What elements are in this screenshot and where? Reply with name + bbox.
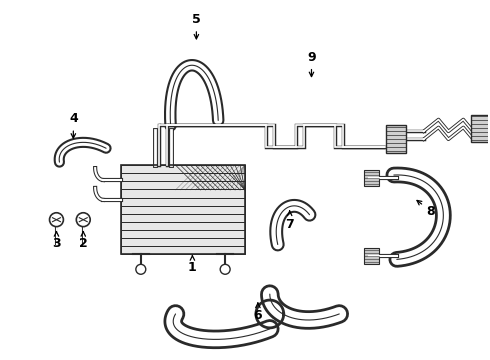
- Text: 5: 5: [192, 13, 201, 39]
- Bar: [386, 125, 406, 153]
- Bar: [121, 181, 245, 189]
- Bar: [121, 222, 245, 230]
- Bar: [121, 214, 245, 222]
- Circle shape: [220, 264, 230, 274]
- Text: 2: 2: [79, 231, 88, 251]
- Circle shape: [136, 264, 146, 274]
- Bar: [121, 165, 245, 255]
- Circle shape: [76, 213, 90, 227]
- Bar: [121, 238, 245, 246]
- Bar: [121, 165, 245, 173]
- Text: 6: 6: [254, 303, 262, 322]
- Bar: [471, 114, 490, 142]
- Text: 7: 7: [285, 211, 294, 231]
- Bar: [121, 230, 245, 238]
- Bar: [364, 170, 379, 186]
- Text: 1: 1: [188, 256, 197, 274]
- Bar: [364, 248, 379, 264]
- Bar: [121, 206, 245, 214]
- Text: 3: 3: [52, 231, 61, 251]
- Bar: [121, 173, 245, 181]
- Bar: [121, 189, 245, 198]
- Text: 9: 9: [307, 51, 316, 77]
- Text: 4: 4: [69, 112, 78, 138]
- Bar: [121, 198, 245, 206]
- Circle shape: [49, 213, 63, 227]
- Text: 8: 8: [417, 201, 435, 218]
- Bar: [121, 246, 245, 255]
